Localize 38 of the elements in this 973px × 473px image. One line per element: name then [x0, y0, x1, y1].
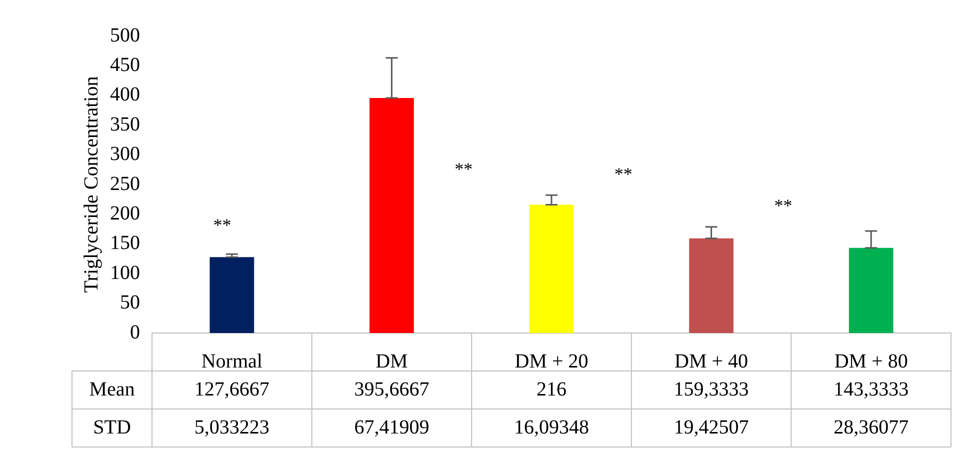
data-label: 216 [536, 378, 566, 400]
y-tick-label: 50 [120, 292, 140, 314]
text: Mean [89, 378, 135, 400]
text: 28,36077 [834, 416, 909, 438]
data-label: 127,6667 [194, 378, 270, 400]
annotation: ** [213, 214, 232, 235]
y-tick-label: 0 [130, 321, 140, 344]
annotation: ** [774, 196, 792, 216]
y-tick-label: 300 [110, 143, 140, 166]
data-label: 159,3333 [674, 378, 749, 400]
bar [210, 257, 254, 333]
y-tick-label: 350 [110, 113, 140, 136]
bar [689, 238, 734, 333]
bar [529, 204, 574, 333]
y-tick-label: 400 [110, 84, 140, 106]
annotation: ** [454, 159, 473, 180]
y-tick-label: 500 [110, 24, 140, 46]
data-label: 143,3333 [834, 378, 909, 400]
bar [370, 98, 414, 333]
x-tick-label: Normal [201, 350, 263, 372]
text: 19,42507 [674, 416, 749, 438]
y-tick-label: 100 [110, 262, 140, 284]
text: STD [93, 416, 131, 438]
x-tick-label: DM [376, 350, 408, 372]
y-tick-label: 150 [110, 232, 140, 254]
bar [848, 248, 894, 333]
y-tick-label: 450 [110, 54, 140, 76]
x-tick-label: DM + 40 [674, 350, 748, 372]
text: 16,09348 [514, 416, 589, 438]
data-label: 395,6667 [354, 378, 430, 400]
y-tick-label: 250 [110, 172, 140, 195]
text: 5,033223 [194, 416, 270, 438]
annotation: ** [614, 164, 632, 184]
y-tick-label: 200 [110, 202, 140, 224]
x-tick-label: DM + 80 [834, 350, 908, 372]
y-axis-title: Triglyceride Concentration [80, 76, 102, 293]
x-tick-label: DM + 20 [514, 350, 588, 372]
text: 67,41909 [354, 416, 430, 438]
